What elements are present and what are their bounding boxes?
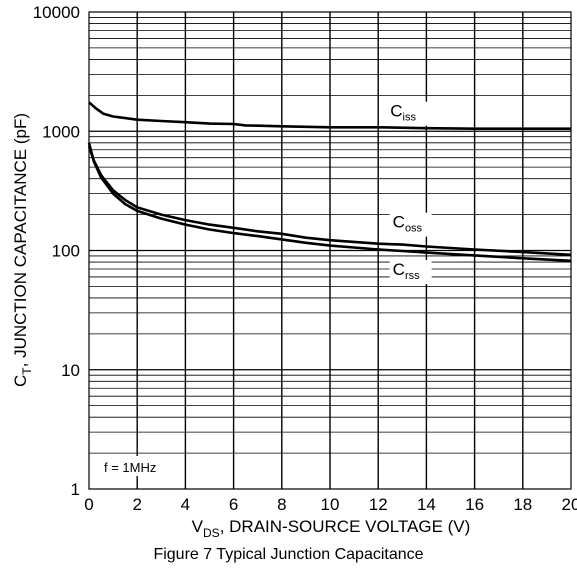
plot-frame bbox=[88, 11, 572, 490]
series-label-bg bbox=[389, 212, 432, 237]
x-tick-label: 0 bbox=[84, 495, 93, 514]
grid bbox=[89, 12, 571, 489]
x-tick-label: 16 bbox=[465, 495, 484, 514]
y-tick-label: 1000 bbox=[42, 122, 80, 141]
series-label-crss: Crss bbox=[393, 260, 420, 282]
y-tick-label: 10000 bbox=[33, 3, 80, 22]
x-tick-label: 12 bbox=[369, 495, 388, 514]
y-axis-title: CT, JUNCTION CAPACITANCE (pF) bbox=[11, 113, 34, 387]
x-tick-label: 4 bbox=[181, 495, 190, 514]
series-lines bbox=[87, 101, 572, 263]
series-line-coss bbox=[87, 145, 572, 257]
series-line-ciss bbox=[88, 101, 571, 130]
annotation-box: f = 1MHz bbox=[101, 456, 171, 476]
x-tick-label: 18 bbox=[513, 495, 532, 514]
tick-labels: 0 2 4 6 8 10 12 14 16 18 20 1 10 100 1000 10000 bbox=[33, 3, 577, 514]
y-tick-label: 10 bbox=[61, 361, 80, 380]
x-axis-title: VDS, DRAIN-SOURCE VOLTAGE (V) bbox=[192, 517, 471, 540]
figure-caption: Figure 7 Typical Junction Capacitance bbox=[153, 546, 424, 563]
series-labels: Ciss Coss Crss bbox=[387, 101, 432, 285]
x-tick-label: 2 bbox=[132, 495, 141, 514]
series-label-bg bbox=[389, 260, 432, 285]
y-tick-label: 1 bbox=[71, 480, 80, 499]
series-line-crss bbox=[87, 142, 572, 263]
x-tick-label: 6 bbox=[229, 495, 238, 514]
series-label-coss: Coss bbox=[393, 213, 423, 235]
y-tick-label: 100 bbox=[52, 242, 80, 261]
series-label-ciss: Ciss bbox=[390, 102, 416, 124]
x-tick-label: 14 bbox=[417, 495, 436, 514]
frequency-annotation: f = 1MHz bbox=[104, 460, 156, 475]
x-tick-label: 8 bbox=[277, 495, 286, 514]
x-tick-label: 20 bbox=[562, 495, 577, 514]
series-label-bg bbox=[387, 101, 430, 126]
x-tick-label: 10 bbox=[321, 495, 340, 514]
